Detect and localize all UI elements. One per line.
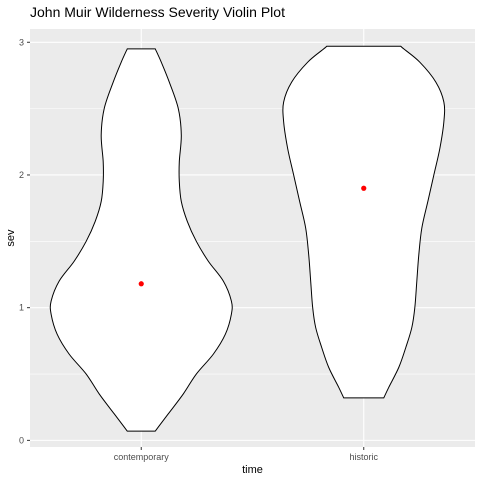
- mean-point-layer: [138, 185, 367, 287]
- mean-point-contemporary: [138, 281, 144, 287]
- violin-contemporary: [49, 48, 233, 432]
- x-tick-label: contemporary: [114, 452, 170, 462]
- tick-layer: 0 1 2 3 contemporary historic: [19, 37, 379, 462]
- y-tick-label: 2: [19, 170, 24, 180]
- mean-point-historic: [361, 185, 367, 191]
- x-tick-label: historic: [349, 452, 378, 462]
- x-axis-title: time: [242, 464, 263, 476]
- violin-layer: [49, 45, 446, 432]
- violin-historic: [282, 45, 446, 399]
- y-tick-label: 1: [19, 303, 24, 313]
- y-tick-label: 0: [19, 435, 24, 445]
- y-axis-title: sev: [5, 229, 17, 247]
- chart-title: John Muir Wilderness Severity Violin Plo…: [30, 4, 285, 20]
- y-tick-label: 3: [19, 37, 24, 47]
